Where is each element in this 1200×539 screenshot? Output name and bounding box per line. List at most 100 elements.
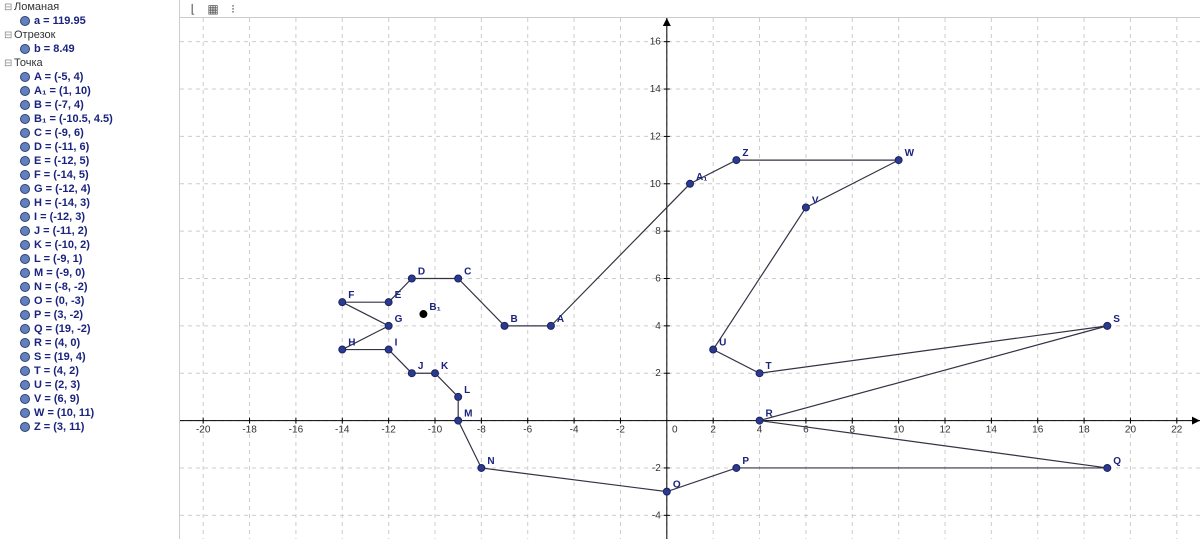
object-dot-icon bbox=[20, 16, 30, 26]
point-U[interactable] bbox=[710, 346, 717, 353]
point-F[interactable] bbox=[339, 299, 346, 306]
tree-point[interactable]: H = (-14, 3) bbox=[0, 196, 179, 210]
point-label-W: W bbox=[905, 148, 915, 159]
point-S[interactable] bbox=[1104, 322, 1111, 329]
graphics-view[interactable]: -20-18-16-14-12-10-8-6-4-224681012141618… bbox=[180, 18, 1200, 539]
point-Z[interactable] bbox=[733, 157, 740, 164]
object-dot-icon bbox=[20, 282, 30, 292]
tree-point[interactable]: L = (-9, 1) bbox=[0, 252, 179, 266]
expand-icon: ⊟ bbox=[4, 58, 14, 69]
x-tick-label: -18 bbox=[242, 425, 257, 436]
tree-point[interactable]: R = (4, 0) bbox=[0, 336, 179, 350]
y-tick-label: -4 bbox=[652, 510, 661, 521]
point-E[interactable] bbox=[385, 299, 392, 306]
tree-point[interactable]: F = (-14, 5) bbox=[0, 168, 179, 182]
point-id: H = (-14, 3) bbox=[34, 197, 90, 209]
tree-point[interactable]: G = (-12, 4) bbox=[0, 182, 179, 196]
tree-point[interactable]: W = (10, 11) bbox=[0, 406, 179, 420]
plot-svg: -20-18-16-14-12-10-8-6-4-224681012141618… bbox=[180, 18, 1200, 539]
tree-point[interactable]: A = (-5, 4) bbox=[0, 70, 179, 84]
point-K[interactable] bbox=[432, 370, 439, 377]
tree-point[interactable]: S = (19, 4) bbox=[0, 350, 179, 364]
point-id: B = (-7, 4) bbox=[34, 99, 84, 111]
tree-point[interactable]: M = (-9, 0) bbox=[0, 266, 179, 280]
point-I[interactable] bbox=[385, 346, 392, 353]
y-tick-label: 2 bbox=[655, 368, 661, 379]
point-Q[interactable] bbox=[1104, 464, 1111, 471]
tree-category[interactable]: ⊟Отрезок bbox=[0, 28, 179, 42]
point-id: P = (3, -2) bbox=[34, 309, 83, 321]
point-label-U: U bbox=[719, 338, 726, 349]
tree-value[interactable]: b = 8.49 bbox=[0, 42, 179, 56]
x-tick-label: -16 bbox=[289, 425, 304, 436]
point-P[interactable] bbox=[733, 464, 740, 471]
point-W[interactable] bbox=[895, 157, 902, 164]
point-id: L = (-9, 1) bbox=[34, 253, 82, 265]
tree-point[interactable]: E = (-12, 5) bbox=[0, 154, 179, 168]
y-tick-label: 16 bbox=[650, 37, 662, 48]
point-id: N = (-8, -2) bbox=[34, 281, 87, 293]
y-tick-label: 4 bbox=[655, 321, 661, 332]
point-label-M: M bbox=[464, 409, 472, 420]
tree-point[interactable]: I = (-12, 3) bbox=[0, 210, 179, 224]
point-label-Z: Z bbox=[742, 148, 748, 159]
snap-icon[interactable]: ⁝ bbox=[224, 1, 242, 17]
object-dot-icon bbox=[20, 198, 30, 208]
tree-value[interactable]: a = 119.95 bbox=[0, 14, 179, 28]
y-tick-label: 8 bbox=[655, 226, 661, 237]
tree-point[interactable]: C = (-9, 6) bbox=[0, 126, 179, 140]
x-tick-label: -8 bbox=[477, 425, 486, 436]
point-A[interactable] bbox=[547, 322, 554, 329]
tree-point[interactable]: U = (2, 3) bbox=[0, 378, 179, 392]
point-O[interactable] bbox=[663, 488, 670, 495]
expand-icon: ⊟ bbox=[4, 30, 14, 41]
point-id: S = (19, 4) bbox=[34, 351, 86, 363]
tree-point[interactable]: O = (0, -3) bbox=[0, 294, 179, 308]
tree-point[interactable]: K = (-10, 2) bbox=[0, 238, 179, 252]
tree-point[interactable]: P = (3, -2) bbox=[0, 308, 179, 322]
point-id: Q = (19, -2) bbox=[34, 323, 91, 335]
tree-point[interactable]: N = (-8, -2) bbox=[0, 280, 179, 294]
tree-point[interactable]: Q = (19, -2) bbox=[0, 322, 179, 336]
tree-point[interactable]: A₁ = (1, 10) bbox=[0, 84, 179, 98]
x-tick-label: -4 bbox=[570, 425, 579, 436]
tree-point[interactable]: Z = (3, 11) bbox=[0, 420, 179, 434]
x-tick-label: -20 bbox=[196, 425, 211, 436]
object-dot-icon bbox=[20, 366, 30, 376]
x-tick-label: 18 bbox=[1079, 425, 1091, 436]
object-value: a = 119.95 bbox=[34, 15, 86, 27]
point-B1[interactable] bbox=[420, 311, 427, 318]
point-M[interactable] bbox=[455, 417, 462, 424]
point-J[interactable] bbox=[408, 370, 415, 377]
point-L[interactable] bbox=[455, 393, 462, 400]
point-V[interactable] bbox=[802, 204, 809, 211]
grid-icon[interactable]: ▦ bbox=[204, 1, 222, 17]
point-label-Q: Q bbox=[1113, 456, 1121, 467]
category-label: Отрезок bbox=[14, 29, 55, 41]
point-id: G = (-12, 4) bbox=[34, 183, 91, 195]
x-tick-label: -14 bbox=[335, 425, 350, 436]
y-tick-label: 10 bbox=[650, 179, 662, 190]
point-label-V: V bbox=[812, 195, 819, 206]
tree-category[interactable]: ⊟Точка bbox=[0, 56, 179, 70]
axes-icon[interactable]: ⌊ bbox=[184, 1, 202, 17]
point-id: T = (4, 2) bbox=[34, 365, 79, 377]
point-label-C: C bbox=[464, 267, 471, 278]
tree-point[interactable]: B = (-7, 4) bbox=[0, 98, 179, 112]
point-H[interactable] bbox=[339, 346, 346, 353]
point-T[interactable] bbox=[756, 370, 763, 377]
tree-point[interactable]: J = (-11, 2) bbox=[0, 224, 179, 238]
tree-category[interactable]: ⊟Ломаная bbox=[0, 0, 179, 14]
tree-point[interactable]: V = (6, 9) bbox=[0, 392, 179, 406]
point-C[interactable] bbox=[455, 275, 462, 282]
point-N[interactable] bbox=[478, 464, 485, 471]
tree-point[interactable]: T = (4, 2) bbox=[0, 364, 179, 378]
point-A1[interactable] bbox=[687, 180, 694, 187]
tree-point[interactable]: B₁ = (-10.5, 4.5) bbox=[0, 112, 179, 126]
point-R[interactable] bbox=[756, 417, 763, 424]
point-G[interactable] bbox=[385, 322, 392, 329]
point-D[interactable] bbox=[408, 275, 415, 282]
point-B[interactable] bbox=[501, 322, 508, 329]
object-dot-icon bbox=[20, 170, 30, 180]
tree-point[interactable]: D = (-11, 6) bbox=[0, 140, 179, 154]
